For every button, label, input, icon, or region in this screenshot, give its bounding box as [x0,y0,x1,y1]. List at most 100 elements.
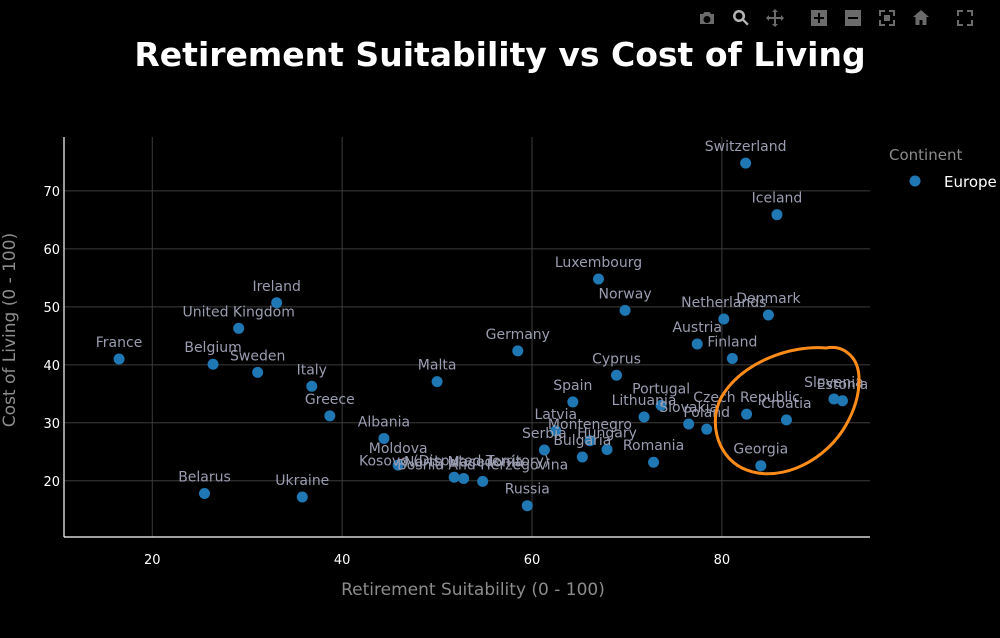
data-point[interactable] [762,309,774,321]
data-point[interactable] [740,157,752,169]
x-tick-label: 80 [714,553,731,568]
data-point[interactable] [576,451,588,463]
data-point[interactable] [378,432,390,444]
data-point[interactable] [113,353,125,365]
data-point[interactable] [392,459,404,471]
data-point[interactable] [828,393,840,405]
point-label: Germany [486,327,550,343]
axes: 20 40 60 80 20 30 40 50 60 70 [43,137,870,568]
data-point[interactable] [296,491,308,503]
data-point[interactable] [512,345,524,357]
data-point[interactable] [619,304,631,316]
y-tick-label: 60 [43,243,60,258]
autoscale-button[interactable] [870,6,904,30]
point-label: Ireland [252,279,300,295]
point-label: Switzerland [705,139,787,155]
download-plot-button[interactable] [690,6,724,30]
point-label: Norway [599,286,652,302]
data-point[interactable] [306,380,318,392]
data-point[interactable] [233,322,245,334]
data-point[interactable] [458,472,470,484]
fullscreen-button[interactable] [948,6,982,30]
y-tick-label: 20 [43,475,60,490]
home-icon [913,10,929,25]
point-label: Sweden [230,348,285,364]
data-point[interactable] [780,414,792,426]
fullscreen-icon [957,10,973,26]
data-point[interactable] [448,471,460,483]
y-axis-title: Cost of Living (0 - 100) [0,233,20,427]
data-point[interactable] [550,425,562,437]
x-tick-label: 60 [524,553,541,568]
zoom-out-icon [845,10,861,26]
data-point[interactable] [271,297,283,309]
data-points [113,157,848,512]
point-label: Montenegro [548,417,632,433]
data-point[interactable] [701,423,713,435]
legend-marker-europe[interactable] [909,175,921,187]
pan-button[interactable] [758,6,792,30]
x-tick-label: 20 [144,553,161,568]
data-point[interactable] [207,358,219,370]
data-point[interactable] [655,399,667,411]
point-label: Cyprus [592,351,641,367]
reset-axes-button[interactable] [904,6,938,30]
camera-icon [700,12,714,24]
zoom-in-button[interactable] [802,6,836,30]
data-point[interactable] [755,460,767,472]
zoom-in-icon [811,10,827,26]
point-label: Bulgaria [553,433,611,449]
point-label: Austria [672,320,721,336]
data-point[interactable] [836,395,848,407]
point-label: Ukraine [275,473,329,489]
data-point[interactable] [718,313,730,325]
y-tick-label: 50 [43,301,60,316]
legend-entry-europe[interactable]: Europe [944,173,997,191]
data-point[interactable] [691,338,703,350]
point-label: North Macedonia [404,454,523,470]
point-label: France [96,335,143,351]
data-point[interactable] [601,443,613,455]
data-point[interactable] [584,435,596,447]
point-label: Russia [505,482,550,498]
data-point[interactable] [431,376,443,388]
point-label: Netherlands [681,295,766,311]
point-label: Albania [358,414,410,430]
point-label: Italy [297,362,327,378]
point-label: Latvia [534,407,577,423]
data-point[interactable] [611,369,623,381]
point-label: Belarus [178,470,231,486]
modebar-toolbar [690,6,982,30]
data-point[interactable] [538,444,550,456]
data-point[interactable] [521,500,533,512]
point-label: Hungary [577,425,637,441]
legend-title: Continent [889,146,962,164]
data-point[interactable] [683,418,695,430]
point-label: Spain [553,378,592,394]
zoom-button[interactable] [724,6,758,30]
point-label: Portugal [632,381,690,397]
data-point[interactable] [324,410,336,422]
data-point[interactable] [771,209,783,221]
point-label: Finland [707,334,757,350]
point-label: Greece [305,392,355,408]
point-label: Bosnia And Herzegovina [397,457,568,473]
data-point[interactable] [252,366,264,378]
data-point[interactable] [477,475,489,487]
autoscale-icon [879,10,895,26]
point-label: Poland [683,405,730,421]
point-label: Slovakia [659,400,718,416]
data-point[interactable] [741,408,753,420]
data-point[interactable] [592,273,604,285]
data-point[interactable] [199,488,211,500]
point-label: Georgia [733,442,788,458]
data-point[interactable] [648,456,660,468]
pan-icon [766,9,784,27]
data-point[interactable] [567,396,579,408]
zoom-out-button[interactable] [836,6,870,30]
data-point[interactable] [726,352,738,364]
y-tick-label: 70 [43,185,60,200]
legend[interactable]: Continent Europe [889,146,997,191]
data-point[interactable] [638,411,650,423]
